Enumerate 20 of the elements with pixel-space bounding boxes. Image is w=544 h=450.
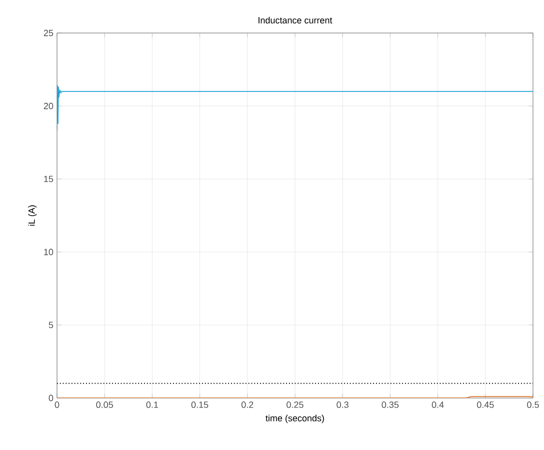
- x-tick-label: 0.35: [382, 402, 399, 408]
- x-tick-label: 0.05: [96, 402, 113, 408]
- y-tick-label: 20: [44, 102, 54, 110]
- x-tick-label: 0.15: [191, 402, 208, 408]
- x-tick-label: 0.4: [432, 402, 444, 408]
- x-tick-label: 0: [54, 402, 60, 408]
- x-tick-label: 0.3: [336, 402, 348, 408]
- y-tick-label: 15: [44, 176, 54, 182]
- x-axis-title: time (seconds): [266, 414, 324, 424]
- x-tick-label: 0.5: [527, 402, 539, 408]
- y-tick-label: 0: [48, 394, 54, 402]
- x-tick-label: 0.1: [146, 402, 158, 408]
- y-axis-title: iL (A): [28, 205, 37, 226]
- x-tick-label: 0.45: [476, 402, 494, 408]
- y-tick-label: 25: [44, 30, 54, 36]
- y-tick-label: 5: [48, 322, 54, 328]
- x-tick-label: 0.25: [286, 402, 304, 408]
- y-tick-label: 10: [44, 248, 54, 256]
- x-tick-label: 0.2: [241, 402, 254, 408]
- chart-title: Inductance current: [258, 16, 332, 24]
